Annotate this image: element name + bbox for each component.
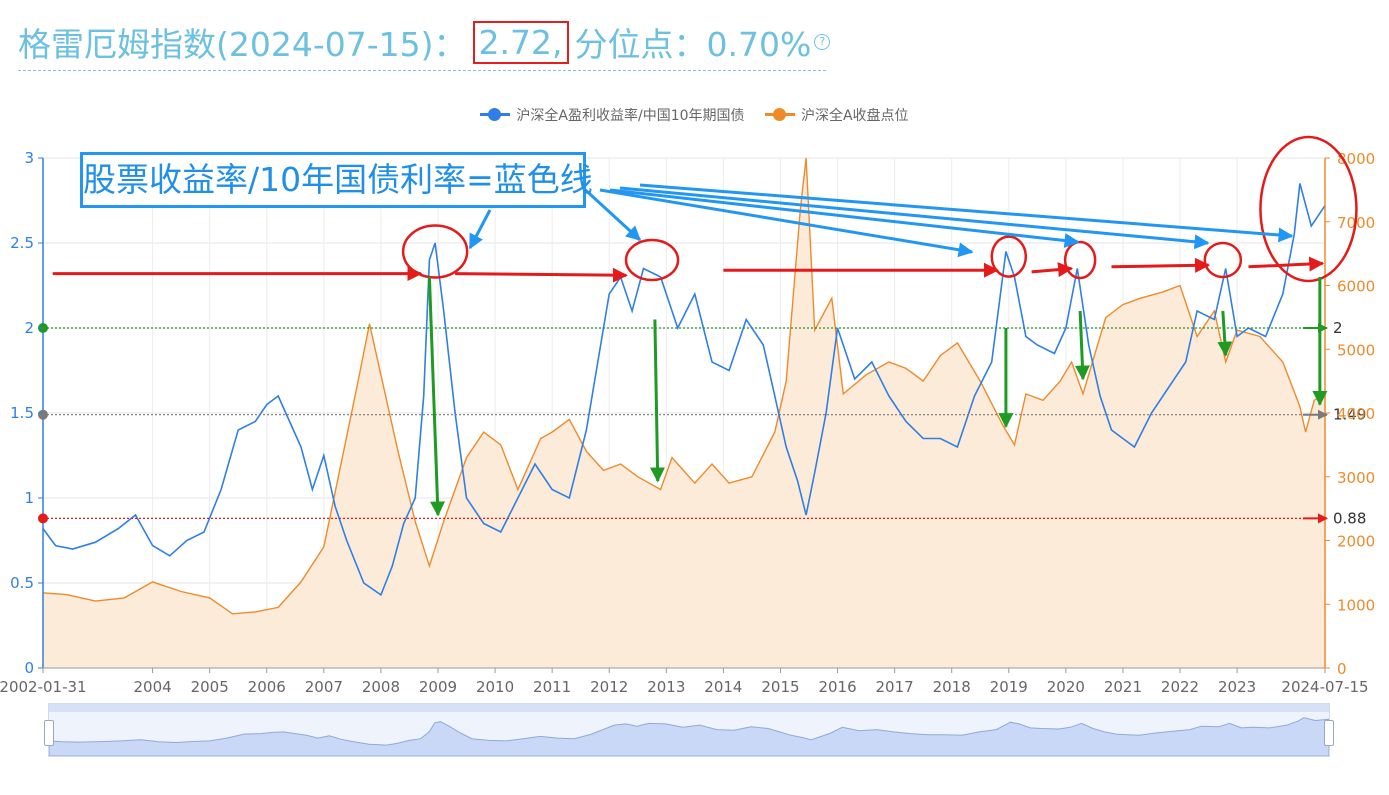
x-tick-label: 2011 xyxy=(533,678,571,696)
annotation-circle xyxy=(1063,240,1097,280)
y-left-tick-label: 2.5 xyxy=(10,234,34,252)
y-right-tick-label: 2000 xyxy=(1337,533,1375,551)
annotation-arrow-blue xyxy=(578,183,642,242)
legend-marker-blue xyxy=(480,108,511,121)
annotation-arrow-red xyxy=(1248,256,1325,272)
series-orange-area xyxy=(43,158,1325,668)
y-left-tick-label: 0 xyxy=(24,659,34,677)
x-tick-label: 2014 xyxy=(704,678,742,696)
y-right-tick-label: 3000 xyxy=(1337,469,1375,487)
y-left-tick-label: 0.5 xyxy=(10,574,34,592)
annotation-arrow-red xyxy=(1111,257,1211,273)
reference-label: 2 xyxy=(1333,319,1343,337)
index-value-box: 2.72, xyxy=(472,20,569,64)
y-left-tick-label: 1 xyxy=(24,489,34,507)
x-tick-label: 2008 xyxy=(362,678,400,696)
datazoom-handle-right[interactable] xyxy=(1324,720,1334,746)
x-tick-label: 2002-01-31 xyxy=(0,678,87,696)
annotation-circle xyxy=(401,224,469,279)
x-tick-label: 2006 xyxy=(248,678,286,696)
reference-dot xyxy=(38,513,48,524)
x-tick-label: 2013 xyxy=(647,678,685,696)
x-tick-label: 2015 xyxy=(761,678,799,696)
chart-legend: 沪深全A盈利收益率/中国10年期国债 沪深全A收盘点位 xyxy=(0,104,1389,125)
annotation-circle xyxy=(1203,241,1243,279)
annotation-box: 股票收益率/10年国债利率=蓝色线 xyxy=(80,152,593,208)
datazoom-preview-area xyxy=(49,717,1329,756)
legend-label-blue: 沪深全A盈利收益率/中国10年期国债 xyxy=(516,107,745,124)
x-tick-label: 2017 xyxy=(876,678,914,696)
annotation-arrow-blue xyxy=(599,188,974,258)
y-right-tick-label: 5000 xyxy=(1337,341,1375,359)
x-tick-label: 2019 xyxy=(990,678,1028,696)
legend-item-orange[interactable]: 沪深全A收盘点位 xyxy=(764,105,909,125)
question-circle-icon[interactable]: ? xyxy=(814,34,831,50)
annotation-circle xyxy=(990,235,1028,278)
reference-label: 1.49 xyxy=(1333,406,1366,424)
x-tick-label: 2022 xyxy=(1161,678,1199,696)
legend-item-blue[interactable]: 沪深全A盈利收益率/中国10年期国债 xyxy=(480,105,745,125)
annotation-arrow-green xyxy=(1074,310,1090,381)
datazoom-slider[interactable] xyxy=(44,703,1334,757)
y-right-tick-label: 4000 xyxy=(1337,405,1375,423)
series-line-blue xyxy=(42,183,1326,597)
series-line-orange xyxy=(42,157,1326,615)
annotation-arrow-green xyxy=(427,276,445,517)
annotation-arrow-red xyxy=(455,267,628,283)
y-right-tick-label: 0 xyxy=(1337,660,1347,678)
chart-header: 格雷厄姆指数(2024-07-15)： 2.72, 分位点：0.70% ? xyxy=(18,10,831,71)
x-tick-label: 2021 xyxy=(1104,678,1142,696)
datazoom-handle-left[interactable] xyxy=(44,720,54,746)
x-tick-label: 2012 xyxy=(590,678,628,696)
x-tick-label: 2004 xyxy=(133,678,171,696)
legend-label-orange: 沪深全A收盘点位 xyxy=(800,107,909,124)
reference-label: 0.88 xyxy=(1333,509,1366,527)
x-tick-label: 2005 xyxy=(191,678,229,696)
y-left-tick-label: 3 xyxy=(24,149,34,167)
x-tick-label: 2018 xyxy=(933,678,971,696)
annotation-arrow-blue xyxy=(619,186,1210,250)
x-tick-label: 2016 xyxy=(818,678,856,696)
annotation-arrow-blue xyxy=(609,188,1080,248)
annotation-arrow-red xyxy=(1031,262,1074,278)
reference-dot xyxy=(38,409,48,420)
annotation-arrow-green xyxy=(650,319,666,483)
x-tick-label: 2024-07-15 xyxy=(1281,678,1368,696)
y-left-tick-label: 2 xyxy=(24,319,34,337)
datazoom-top-bar[interactable] xyxy=(49,704,1329,712)
annotation-arrow-blue xyxy=(639,183,1294,243)
y-left-tick-label: 1.5 xyxy=(10,404,34,422)
x-tick-label: 2020 xyxy=(1047,678,1085,696)
x-tick-label: 2010 xyxy=(476,678,514,696)
annotation-arrow-green xyxy=(1217,310,1233,357)
header-title: 格雷厄姆指数(2024-07-15)： xyxy=(18,25,467,64)
x-tick-label: 2007 xyxy=(305,678,343,696)
legend-marker-orange xyxy=(764,108,795,121)
x-tick-label: 2023 xyxy=(1218,678,1256,696)
percentile-label: 分位点：0.70% xyxy=(574,25,812,64)
datazoom-preview xyxy=(49,717,1329,756)
annotation-circle xyxy=(1259,135,1358,283)
annotation-circle xyxy=(624,238,680,282)
annotation-arrow-blue xyxy=(468,209,492,250)
y-right-tick-label: 1000 xyxy=(1337,596,1375,614)
y-right-tick-label: 6000 xyxy=(1337,278,1375,296)
header-line: 格雷厄姆指数(2024-07-15)： 2.72, 分位点：0.70% ? xyxy=(18,18,831,66)
x-tick-label: 2009 xyxy=(419,678,457,696)
